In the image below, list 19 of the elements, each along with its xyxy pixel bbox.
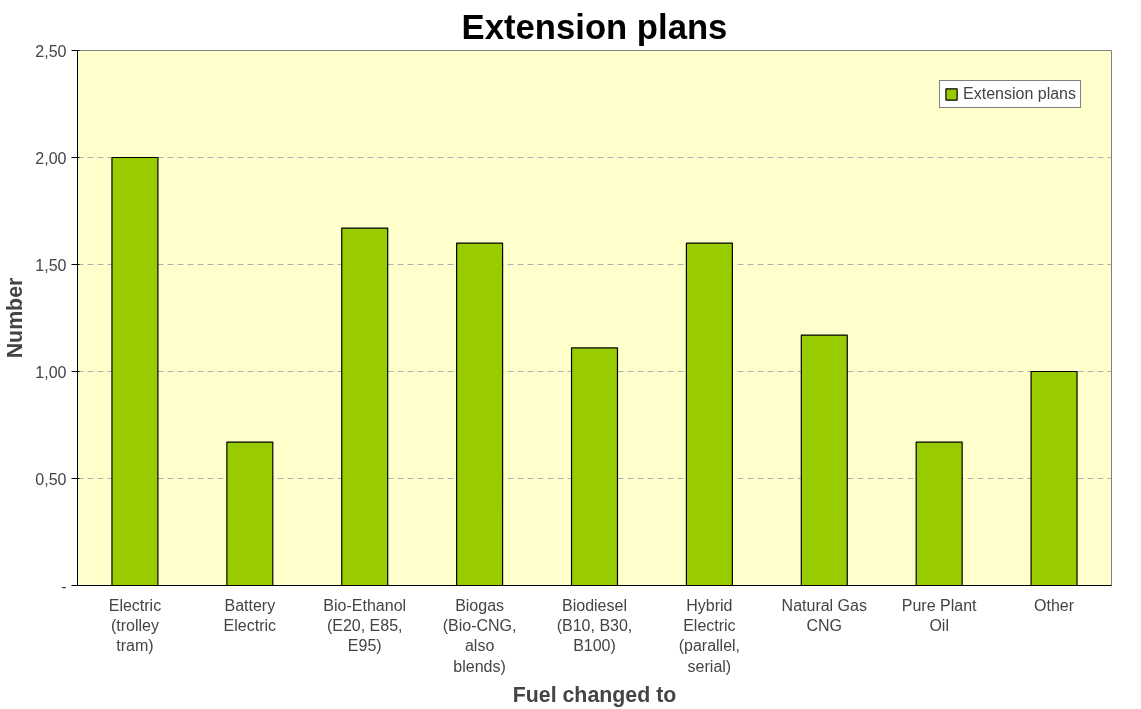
y-tick-label: 2,50 <box>35 42 67 60</box>
x-tick-label: Hybrid Electric (parallel, serial) <box>678 596 741 675</box>
legend-label: Extension plans <box>963 85 1076 103</box>
x-tick-label: Natural Gas CNG <box>781 596 867 634</box>
y-axis-title: Number <box>3 277 28 359</box>
x-tick-label: Battery Electric <box>223 596 277 634</box>
x-tick-label: Bio-Ethanol (E20, E85, E95) <box>323 596 407 655</box>
x-tick-label: Other <box>1034 596 1075 614</box>
x-axis-title: Fuel changed to <box>512 682 677 707</box>
x-tick-label: Biogas (Bio-CNG, also blends) <box>442 596 517 675</box>
y-tick-label: 1,50 <box>35 256 67 274</box>
x-tick-label: Biodiesel (B10, B30, B100) <box>556 596 633 655</box>
x-tick-label: Electric (trolley tram) <box>108 596 162 655</box>
y-tick-label: - <box>61 577 67 595</box>
y-tick-label: 2,00 <box>35 149 67 167</box>
y-tick-label: 1,00 <box>35 363 67 381</box>
x-tick-label: Pure Plant Oil <box>901 596 978 634</box>
chart-title: Extension plans <box>461 7 728 46</box>
y-tick-label: 0,50 <box>35 470 67 488</box>
